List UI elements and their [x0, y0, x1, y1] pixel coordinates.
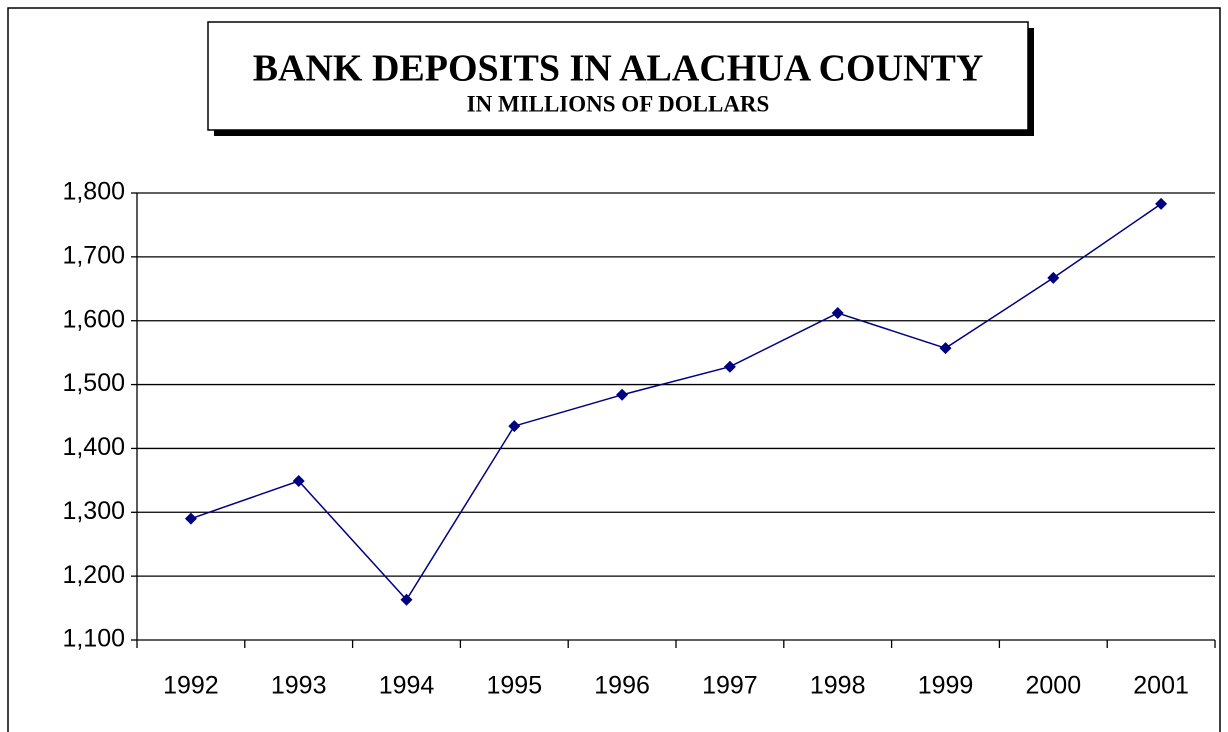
chart-subtitle: IN MILLIONS OF DOLLARS: [467, 91, 770, 116]
data-point: [400, 593, 413, 606]
y-tick-label: 1,400: [62, 433, 125, 461]
data-point: [1155, 197, 1168, 210]
data-point: [723, 360, 736, 373]
data-point: [292, 474, 305, 487]
x-tick-label: 1997: [702, 672, 758, 700]
y-tick-label: 1,600: [62, 305, 125, 333]
chart-title: BANK DEPOSITS IN ALACHUA COUNTY: [253, 48, 984, 90]
x-tick-label: 1996: [594, 672, 650, 700]
x-tick-label: 2001: [1133, 672, 1189, 700]
x-tick-label: 1993: [271, 672, 327, 700]
data-point: [831, 307, 844, 320]
y-tick-label: 1,500: [62, 369, 125, 397]
x-tick-label: 1999: [918, 672, 974, 700]
data-point: [616, 388, 629, 401]
x-tick-label: 1994: [379, 672, 435, 700]
chart-frame: [7, 7, 1221, 732]
data-point: [184, 512, 197, 525]
x-tick-label: 1995: [486, 672, 542, 700]
y-tick-label: 1,800: [62, 178, 125, 206]
title-box: [207, 21, 1029, 131]
data-point: [508, 420, 521, 433]
y-tick-label: 1,700: [62, 241, 125, 269]
y-tick-label: 1,200: [62, 561, 125, 589]
y-tick-label: 1,300: [62, 497, 125, 525]
y-tick-label: 1,100: [62, 625, 125, 653]
x-tick-label: 1992: [163, 672, 219, 700]
x-tick-label: 2000: [1025, 672, 1081, 700]
data-point: [1047, 271, 1060, 284]
data-line: [190, 203, 1162, 602]
x-tick-label: 1998: [810, 672, 866, 700]
data-point: [939, 342, 952, 355]
